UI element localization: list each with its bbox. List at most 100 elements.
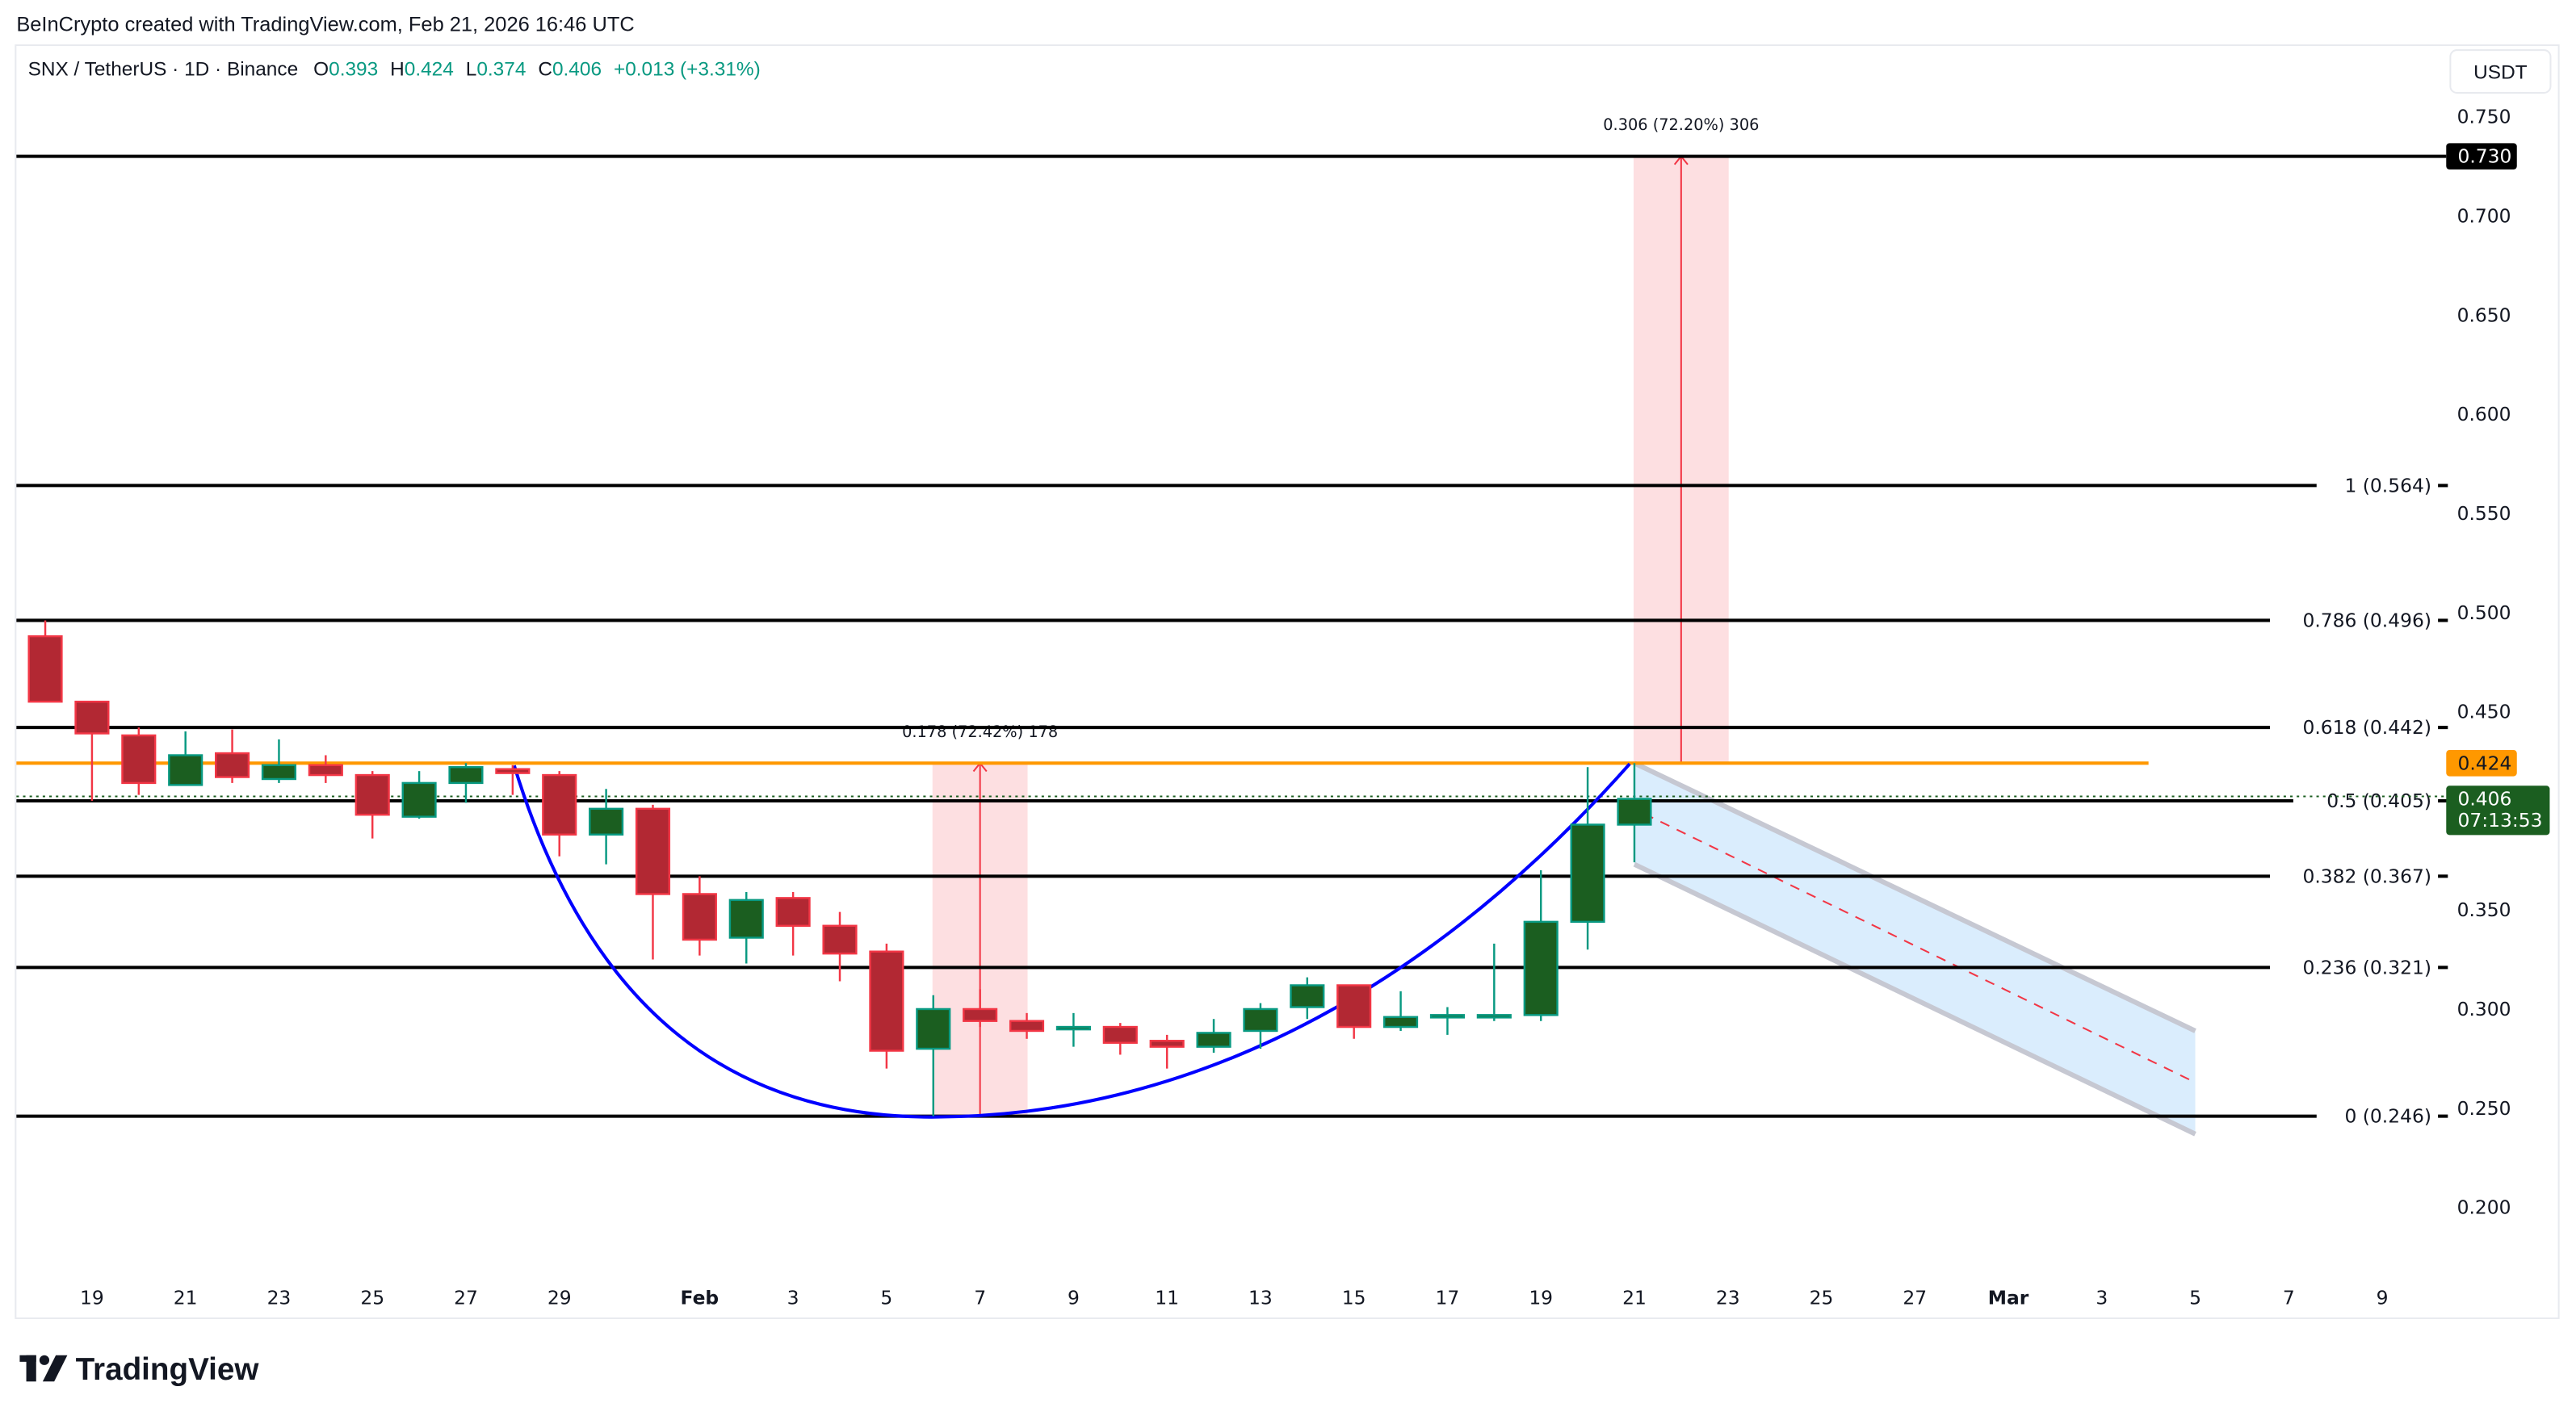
current-price-badge — [2446, 786, 2550, 836]
candle-body — [542, 773, 577, 836]
candle-bullish — [1055, 1012, 1091, 1047]
candle-bearish — [682, 876, 717, 956]
low-label: L — [466, 59, 477, 81]
channel-upper-edge[interactable] — [1633, 760, 2196, 1033]
candle-body — [822, 924, 858, 955]
rounded-bottom-curve[interactable] — [512, 762, 1631, 1119]
price-tick-label: 0.600 — [2457, 403, 2511, 425]
level-lines-layer: 1 (0.564) 0.786 (0.496) 0.618 (0.442) 0.5 (… — [16, 154, 2448, 1128]
candle-bullish — [1429, 1007, 1466, 1035]
candle-bearish — [1009, 1012, 1045, 1039]
date-tick-label: 9 — [1068, 1287, 1080, 1309]
low-value: 0.374 — [476, 59, 526, 81]
candle-body — [1290, 984, 1325, 1008]
candle-body — [1009, 1020, 1045, 1033]
candle-body — [74, 700, 110, 735]
price-tick-label: 0.550 — [2457, 502, 2511, 525]
candle-body — [589, 807, 624, 836]
candle-body — [1102, 1025, 1138, 1044]
tradingview-logo-icon — [19, 1355, 68, 1382]
target-price-badge-text: 0.730 — [2458, 145, 2512, 168]
date-tick-label: 5 — [880, 1287, 892, 1309]
date-tick-label: 15 — [1342, 1287, 1366, 1309]
price-tick-label: 0.200 — [2457, 1196, 2511, 1219]
date-tick-label: 21 — [1622, 1287, 1647, 1309]
price-tick-label: 0.500 — [2457, 601, 2511, 624]
candle-body — [869, 950, 904, 1052]
fib-level-label: 0.236 (0.321) — [2302, 956, 2431, 978]
date-tick-label: 25 — [360, 1287, 384, 1309]
candle-bearish — [1102, 1023, 1138, 1055]
candle-body — [261, 764, 297, 781]
channel-layer — [1633, 760, 2196, 1137]
fib-level-label: 0 (0.246) — [2345, 1105, 2431, 1128]
date-tick-label: 27 — [454, 1287, 478, 1309]
date-tick-label: 3 — [2096, 1287, 2108, 1309]
candle-body — [448, 766, 484, 785]
symbol-title[interactable]: SNX / TetherUS · 1D · Binance — [28, 59, 299, 81]
channel-lower-edge[interactable] — [1633, 861, 2196, 1137]
candle-bearish — [27, 620, 63, 703]
date-tick-label: 27 — [1903, 1287, 1927, 1309]
candle-bearish — [495, 765, 531, 795]
fib-level-label: 0.382 (0.367) — [2302, 865, 2431, 887]
fib-level-label: 0.618 (0.442) — [2302, 716, 2431, 739]
date-tick-label: 19 — [80, 1287, 104, 1309]
date-tick-label: 5 — [2189, 1287, 2201, 1309]
open-value: 0.393 — [329, 59, 378, 81]
fib-level-label: 0.786 (0.496) — [2302, 610, 2431, 632]
change-value: +0.013 (+3.31%) — [614, 59, 761, 81]
current-price-badge-text: 0.406 — [2458, 788, 2512, 811]
current-price-badge-text: 07:13:53 — [2458, 809, 2543, 832]
parallel-channel[interactable] — [1634, 763, 2196, 1134]
candle-body — [1336, 984, 1372, 1028]
candle-bearish — [1336, 984, 1372, 1039]
candle-bullish — [168, 731, 203, 786]
candle-body — [215, 752, 250, 778]
candle-body — [308, 764, 343, 777]
candle-bullish — [728, 892, 764, 964]
price-range-label: 0.306 (72.20%) 306 — [1603, 115, 1759, 134]
high-label: H — [390, 59, 405, 81]
candle-bearish — [355, 771, 390, 839]
candle-body — [1476, 1014, 1512, 1019]
candle-bullish — [1617, 763, 1652, 863]
currency-button[interactable]: USDT — [2449, 49, 2552, 94]
resistance-price-badge — [2446, 750, 2517, 777]
price-tick-label: 0.700 — [2457, 204, 2511, 227]
candle-bullish — [1476, 943, 1512, 1021]
candle-bullish — [1570, 767, 1605, 950]
candle-body — [635, 807, 671, 895]
candle-bearish — [822, 911, 858, 982]
candle-bearish — [74, 700, 110, 802]
candle-body — [1055, 1025, 1091, 1031]
candle-bullish — [1382, 991, 1419, 1031]
candle-bullish — [261, 739, 297, 783]
date-tick-label: 7 — [974, 1287, 986, 1309]
measurement-layer: 0.178 (72.42%) 178 0.306 (72.20%) 306 — [902, 115, 1759, 1117]
candle-body — [121, 734, 157, 785]
date-tick-label: 21 — [174, 1287, 198, 1309]
date-tick-label: 13 — [1248, 1287, 1273, 1309]
candle-bullish — [1290, 977, 1325, 1020]
price-tick-label: 0.250 — [2457, 1097, 2511, 1120]
fib-level-label: 1 (0.564) — [2345, 475, 2431, 497]
candle-body — [355, 773, 390, 816]
candle-body — [1617, 798, 1652, 826]
candle-bullish — [589, 789, 624, 865]
price-axis[interactable]: 0.750 0.700 0.650 0.600 0.550 0.500 0.450 0.350… — [2446, 106, 2550, 1219]
candle-body — [775, 897, 811, 927]
date-tick-label: Mar — [1988, 1287, 2029, 1309]
time-axis[interactable]: 19 21 23 25 27 29 Feb 3 5 7 9 11 13 15 17 19 21 23 25 27 Mar… — [80, 1287, 2388, 1309]
candle-body — [1382, 1016, 1419, 1028]
date-tick-label: 23 — [1716, 1287, 1740, 1309]
open-label: O — [313, 59, 329, 81]
candle-bullish — [916, 995, 951, 1116]
candle-bearish — [121, 727, 157, 795]
close-label: C — [538, 59, 552, 81]
candle-bearish — [1149, 1034, 1185, 1069]
close-value: 0.406 — [552, 59, 602, 81]
candle-bullish — [1196, 1019, 1231, 1053]
